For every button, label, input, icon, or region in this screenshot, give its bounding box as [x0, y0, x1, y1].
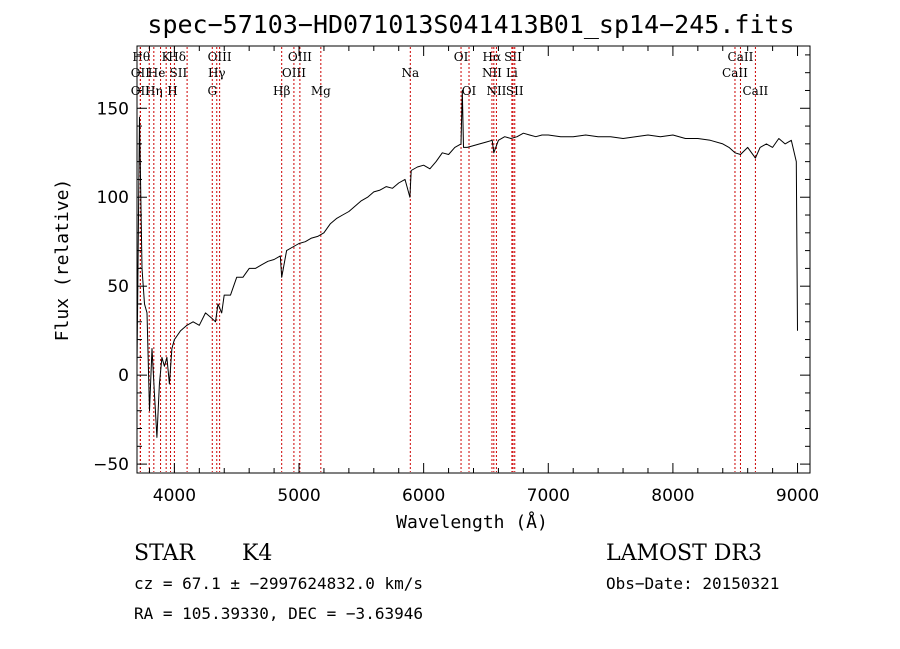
y-tick-label: 50	[107, 277, 129, 297]
x-tick-label: 5000	[277, 486, 320, 506]
x-axis-label: Wavelength (Å)	[396, 511, 548, 533]
x-tick-label: 9000	[776, 486, 819, 506]
line-label: Li	[506, 66, 518, 80]
line-label: Na	[401, 66, 419, 80]
line-markers: HθOIIOIIHηHeKHSIIHδOIIIHγGHβOIIIOIIIMgNa…	[131, 47, 769, 472]
spectrum-series	[136, 90, 798, 438]
line-label: Hθ	[132, 50, 150, 64]
line-label: SII	[504, 50, 522, 64]
series-line-flux	[136, 90, 798, 438]
survey-name: LAMOST DR3	[606, 541, 762, 566]
coordinates-line: RA = 105.39330, DEC = −3.63946	[134, 604, 423, 623]
x-axis-ticks: 4000 5000 6000 7000 8000 9000	[148, 46, 819, 506]
line-label: G	[207, 84, 217, 98]
line-label: OIII	[282, 66, 306, 80]
y-tick-label: 150	[97, 99, 129, 119]
line-label: H	[167, 84, 177, 98]
x-tick-label: 6000	[402, 486, 445, 506]
y-axis-ticks: −50 0 50 100 150	[93, 54, 810, 475]
line-label: Hβ	[273, 84, 290, 98]
y-tick-label: −50	[93, 455, 129, 475]
y-axis-label: Flux (relative)	[52, 179, 73, 342]
line-label: SII	[170, 66, 188, 80]
line-label: OI	[454, 50, 469, 64]
object-subclass: K4	[242, 541, 272, 566]
line-label: NII	[482, 66, 502, 80]
line-label: Mg	[311, 84, 331, 98]
line-label: K	[162, 50, 172, 64]
redshift-line: cz = 67.1 ± −2997624832.0 km/s	[134, 574, 423, 593]
line-label: OIII	[208, 50, 232, 64]
chart-title: spec−57103−HD071013S041413B01_sp14−245.f…	[147, 10, 794, 39]
y-tick-label: 100	[97, 188, 129, 208]
line-label: Hγ	[208, 66, 226, 80]
line-label: OII	[131, 84, 151, 98]
x-tick-label: 8000	[651, 486, 694, 506]
object-class: STAR	[134, 541, 196, 566]
line-label: CaII	[722, 66, 748, 80]
observation-date: Obs−Date: 20150321	[606, 574, 779, 593]
y-tick-label: 0	[118, 366, 129, 386]
line-label: SII	[506, 84, 524, 98]
x-tick-label: 4000	[153, 486, 196, 506]
line-label: CaII	[742, 84, 768, 98]
line-label: NII	[486, 84, 506, 98]
line-label: He	[148, 66, 166, 80]
line-label: Hη	[145, 84, 163, 98]
line-label: CaII	[728, 50, 754, 64]
line-label: OI	[462, 84, 477, 98]
x-tick-label: 7000	[527, 486, 570, 506]
line-label: Hδ	[168, 50, 186, 64]
line-label: OIII	[288, 50, 312, 64]
